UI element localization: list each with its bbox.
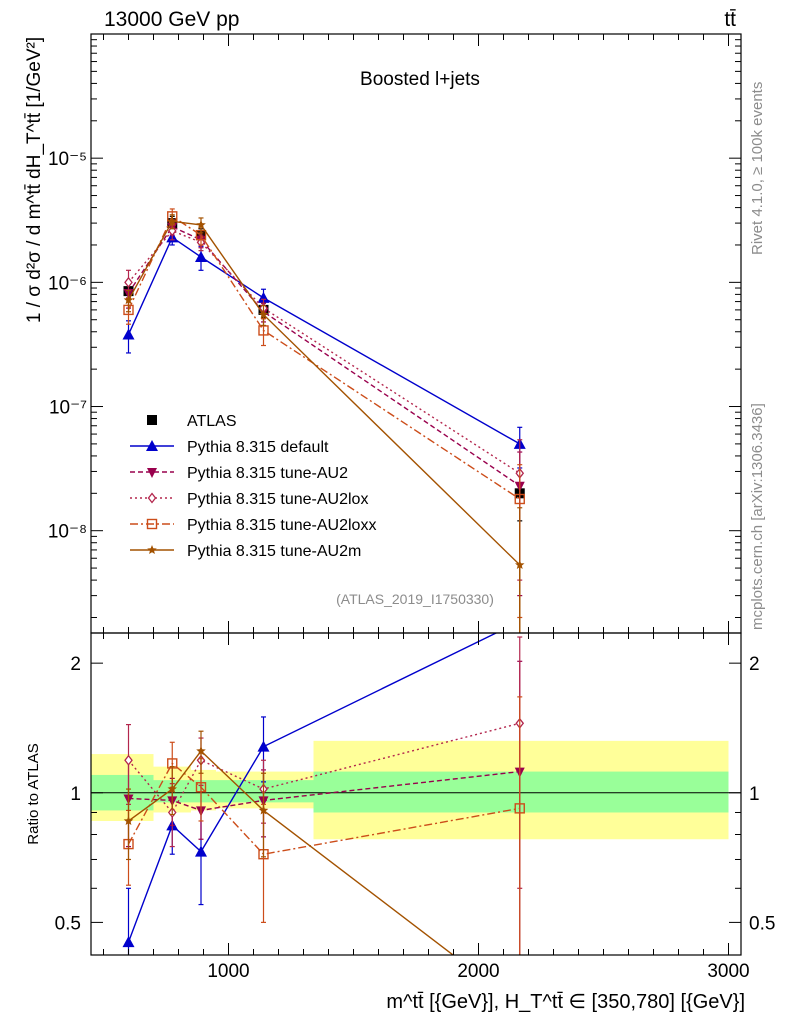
- ratio-point-au2loxx: [195, 782, 207, 793]
- legend-label: Pythia 8.315 tune-AU2: [187, 465, 348, 482]
- analysis-label: (ATLAS_2019_I1750330): [336, 591, 494, 607]
- ratio-point-au2m: [167, 784, 177, 794]
- band-inner: [313, 771, 729, 813]
- ratio-line-au2lox: [127, 722, 520, 814]
- legend-label: Pythia 8.315 tune-AU2loxx: [187, 517, 376, 534]
- legend-marker: [146, 518, 158, 530]
- main-ytick-label: 10⁻⁸: [48, 522, 87, 543]
- mcplots-label: mcplots.cern.ch [arXiv:1306.3436]: [749, 403, 766, 630]
- main-ytick-label: 10⁻⁵: [48, 149, 87, 170]
- point-default: [122, 328, 135, 340]
- point-au2m: [515, 559, 525, 569]
- axes: 10⁻⁸ 10⁻⁷ 10⁻⁶ 10⁻⁵ 1000 2000 3000 0.5 0.5 1 1 2 2: [48, 33, 775, 982]
- series-line-au2lox: [127, 229, 521, 474]
- legend-item-au2lox: Pythia 8.315 tune-AU2lox: [130, 491, 368, 508]
- point-default: [195, 251, 207, 263]
- point-au2m: [196, 219, 206, 229]
- legend-label: Pythia 8.315 default: [187, 439, 329, 456]
- ratio-ytick-label-right: 2: [749, 654, 760, 675]
- ratio-point-au2m: [258, 805, 269, 815]
- ratio-series-au2m: [123, 730, 455, 955]
- ratio-point-au2m: [123, 816, 134, 825]
- legend-label: ATLAS: [187, 413, 237, 430]
- x-axis-label: m^tt̄ [{GeV}], H_T^tt̄ ∈ [350,780] [{GeV…: [386, 991, 745, 1013]
- legend-marker: [147, 415, 157, 425]
- ratio-point-au2loxx: [514, 803, 525, 814]
- ratio-point-default: [257, 740, 270, 752]
- ratio-ytick-label: 0.5: [55, 913, 81, 934]
- process-label: tt̄: [724, 8, 736, 31]
- legend-item-au2m: Pythia 8.315 tune-AU2m: [130, 543, 361, 560]
- ratio-point-default: [195, 845, 207, 857]
- energy-label: 13000 GeV pp: [104, 8, 239, 31]
- legend-item-default: Pythia 8.315 default: [130, 439, 329, 456]
- ratio-ytick-label: 2: [70, 654, 81, 675]
- point-au2lox: [124, 276, 133, 288]
- xtick-label: 2000: [457, 961, 499, 982]
- legend: ATLAS Pythia 8.315 default Pythia 8.315 tu…: [130, 413, 376, 560]
- point-au2m: [123, 295, 134, 305]
- chart-title: Boosted l+jets: [360, 69, 480, 90]
- legend-label: Pythia 8.315 tune-AU2lox: [187, 491, 368, 508]
- ratio-point-au2lox: [124, 754, 133, 766]
- legend-marker: [146, 440, 158, 451]
- series-au2: [123, 219, 525, 597]
- series-au2m: [123, 214, 525, 633]
- xtick-label: 1000: [207, 961, 249, 982]
- legend-item-au2: Pythia 8.315 tune-AU2: [130, 465, 348, 482]
- main-ytick-label: 10⁻⁷: [49, 398, 87, 419]
- ratio-panel: [122, 633, 525, 955]
- ratio-ylabel: Ratio to ATLAS: [25, 743, 42, 844]
- point-au2m: [167, 216, 177, 226]
- main-ylabel: 1 / σ d²σ / d m^tt̄ dH_T^tt̄ [1/GeV²]: [24, 37, 45, 323]
- point-default: [257, 291, 270, 303]
- series-line-au2m: [127, 220, 521, 566]
- legend-marker: [147, 468, 157, 478]
- ratio-ytick-label: 1: [70, 784, 81, 805]
- point-au2loxx: [514, 493, 525, 505]
- series-line-au2loxx: [127, 215, 521, 500]
- legend-marker: [147, 492, 157, 504]
- ratio-point-au2m: [196, 746, 206, 756]
- legend-item-au2loxx: Pythia 8.315 tune-AU2loxx: [130, 517, 376, 534]
- legend-label: Pythia 8.315 tune-AU2m: [187, 543, 361, 560]
- ratio-ytick-label-right: 1: [749, 784, 760, 805]
- ratio-uncertainty-bands: [91, 740, 741, 840]
- xtick-label: 3000: [707, 961, 749, 982]
- legend-item-data: ATLAS: [147, 413, 237, 430]
- ratio-frame: [90, 632, 742, 956]
- legend-marker: [147, 545, 157, 554]
- main-ytick-label: 10⁻⁶: [48, 273, 87, 294]
- series-default: [122, 230, 526, 469]
- main-panel: [122, 208, 526, 633]
- ratio-point-default: [122, 936, 135, 948]
- ratio-ytick-label-right: 0.5: [749, 913, 775, 934]
- point-au2m: [258, 309, 269, 319]
- rivet-label: Rivet 4.1.0, ≥ 100k events: [749, 82, 766, 255]
